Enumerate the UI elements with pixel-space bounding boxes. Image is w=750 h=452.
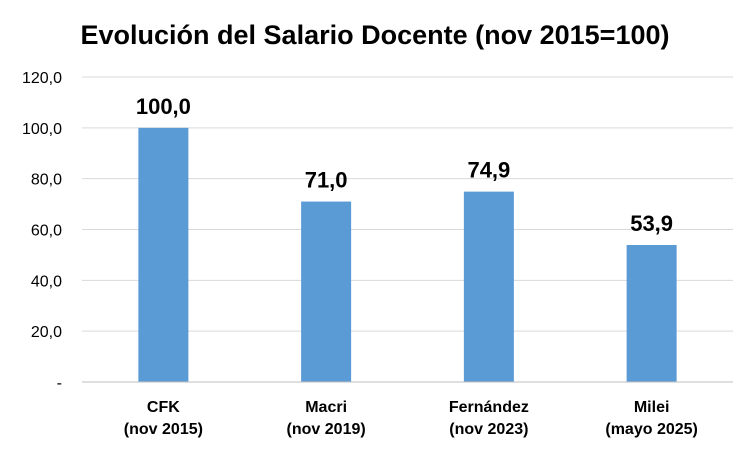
x-tick-label: Fernández: [449, 399, 529, 416]
data-label: 100,0: [136, 94, 191, 119]
data-label: 71,0: [305, 168, 348, 193]
gridlines: [82, 76, 733, 332]
y-tick-label: 40,0: [31, 273, 62, 290]
bars: [138, 127, 677, 382]
x-tick-label: (nov 2019): [287, 421, 366, 438]
y-tick-label: 60,0: [31, 223, 62, 240]
x-tick-label: (nov 2023): [449, 421, 528, 438]
y-tick-label: 100,0: [22, 121, 62, 138]
y-tick-label: 120,0: [22, 70, 62, 87]
bar: [301, 201, 352, 382]
data-label: 74,9: [467, 158, 510, 183]
x-tick-label: (nov 2015): [124, 421, 203, 438]
bar: [463, 191, 514, 382]
y-tick-label: -: [57, 375, 62, 392]
data-labels: 100,0 71,0 74,9 53,9: [136, 94, 673, 236]
data-label: 53,9: [630, 211, 673, 236]
chart-title: Evolución del Salario Docente (nov 2015=…: [81, 20, 670, 50]
x-tick-label: CFK: [147, 399, 180, 416]
x-axis-tick-labels: CFK (nov 2015) Macri (nov 2019) Fernández (no…: [124, 399, 698, 438]
x-tick-label: Macri: [305, 399, 347, 416]
y-tick-label: 80,0: [31, 172, 62, 189]
bar: [138, 127, 189, 382]
x-tick-label: (mayo 2025): [605, 421, 698, 438]
x-tick-label: Milei: [634, 399, 670, 416]
y-axis-tick-labels: - 20,0 40,0 60,0 80,0 100,0 120,0: [22, 70, 62, 392]
bar: [626, 245, 677, 382]
y-tick-label: 20,0: [31, 324, 62, 341]
